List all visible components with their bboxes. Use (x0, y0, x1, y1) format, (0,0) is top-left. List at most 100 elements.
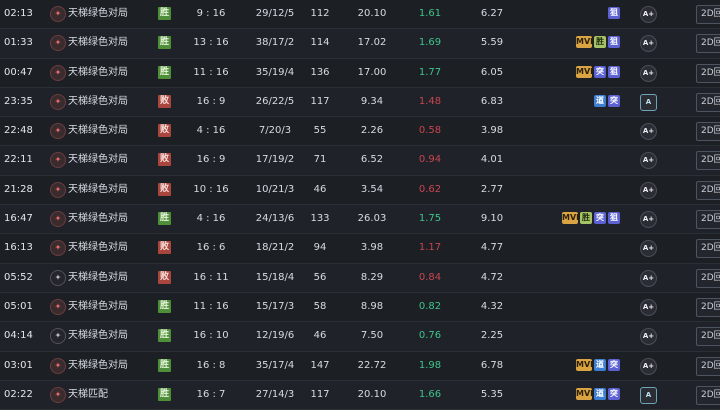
kda: 35/19/4 (255, 66, 295, 78)
2d-replay-button[interactable]: 2D回 (696, 34, 720, 54)
result-badge: 胜 (158, 299, 171, 313)
rws-value: 5.35 (480, 388, 504, 400)
match-score: 16 : 6 (196, 242, 226, 254)
rank-icon: A+ (640, 298, 657, 316)
achievement-badges (520, 117, 620, 145)
achievement-badges (520, 146, 620, 174)
kda: 24/13/6 (255, 213, 295, 225)
rating-value: 1.17 (418, 242, 442, 254)
badge-tu-icon: 突 (608, 387, 620, 400)
stat-value: 8.98 (360, 300, 384, 312)
match-row[interactable]: 21:28 ✦ 天梯绿色对局 败 10 : 16 10/21/3 46 3.54… (0, 175, 720, 206)
2d-replay-button[interactable]: 2D回 (696, 268, 720, 288)
badge-sheng-icon: 胜 (580, 212, 592, 225)
2d-replay-button[interactable]: 2D回 (696, 63, 720, 83)
mode-icon: ✦ (50, 6, 66, 22)
achievement-badges (520, 234, 620, 262)
2d-replay-button[interactable]: 2D回 (696, 356, 720, 376)
kda: 12/19/6 (255, 330, 295, 342)
rank-icon: A (640, 93, 657, 111)
match-row[interactable]: 05:52 ✦ 天梯绿色对局 败 16 : 11 15/18/4 56 8.29… (0, 263, 720, 293)
2d-replay-button[interactable]: 2D回 (696, 5, 720, 24)
result-badge: 胜 (158, 387, 171, 401)
match-score: 4 : 16 (196, 125, 226, 137)
result-badge: 胜 (158, 212, 171, 226)
mode-icon: ✦ (50, 357, 66, 374)
match-mode: 天梯绿色对局 (68, 359, 128, 371)
match-row[interactable]: 02:22 ✦ 天梯匹配 胜 16 : 7 27/14/3 117 20.10 … (0, 380, 720, 410)
match-score: 16 : 9 (196, 154, 226, 166)
2d-replay-button[interactable]: 2D回 (696, 327, 720, 347)
kda: 35/17/4 (255, 359, 295, 371)
match-time: 03:01 (4, 359, 33, 371)
match-mode: 天梯绿色对局 (68, 242, 128, 254)
mode-icon: ✦ (50, 386, 66, 403)
mode-icon: ✦ (50, 298, 66, 315)
damage-stat: 94 (313, 242, 327, 254)
damage-stat: 136 (310, 66, 330, 78)
achievement-badges: MVP道突 (520, 381, 620, 409)
match-row[interactable]: 00:47 ✦ 天梯绿色对局 胜 11 : 16 35/19/4 136 17.… (0, 58, 720, 88)
rank-icon: A+ (640, 328, 657, 346)
badge-sheng-icon: 胜 (594, 36, 606, 49)
match-row[interactable]: 03:01 ✦ 天梯绿色对局 胜 16 : 8 35/17/4 147 22.7… (0, 351, 720, 381)
match-row[interactable]: 22:11 ✦ 天梯绿色对局 败 16 : 9 17/19/2 71 6.52 … (0, 146, 720, 176)
result-badge: 胜 (158, 7, 171, 20)
badge-po-icon: 狙 (608, 36, 620, 49)
match-row[interactable]: 22:48 ✦ 天梯绿色对局 败 4 : 16 7/20/3 55 2.26 0… (0, 117, 720, 147)
mode-icon: ✦ (50, 35, 66, 52)
stat-value: 26.03 (357, 213, 387, 225)
rank-icon: A+ (640, 123, 657, 141)
match-mode: 天梯绿色对局 (68, 37, 128, 49)
badge-po-icon: 狙 (608, 212, 620, 225)
kda: 10/21/3 (255, 183, 295, 195)
mode-icon: ✦ (50, 64, 66, 81)
match-row[interactable]: 16:47 ✦ 天梯绿色对局 胜 4 : 16 24/13/6 133 26.0… (0, 205, 720, 235)
match-mode: 天梯绿色对局 (68, 154, 128, 166)
match-score: 16 : 10 (193, 330, 229, 342)
match-time: 22:11 (4, 154, 33, 166)
match-score: 9 : 16 (196, 8, 226, 19)
2d-replay-button[interactable]: 2D回 (696, 385, 720, 405)
result-badge: 败 (158, 241, 171, 255)
achievement-badges: MVP胜狙 (520, 29, 620, 57)
stat-value: 3.54 (360, 183, 384, 195)
match-time: 02:22 (4, 388, 33, 400)
mode-icon: ✦ (50, 328, 66, 345)
rank-icon: A+ (640, 240, 657, 258)
damage-stat: 46 (313, 183, 327, 195)
result-badge: 败 (158, 124, 171, 138)
match-time: 22:48 (4, 125, 33, 137)
2d-replay-button[interactable]: 2D回 (696, 151, 720, 171)
stat-value: 17.02 (357, 37, 387, 49)
2d-replay-button[interactable]: 2D回 (696, 180, 720, 200)
2d-replay-button[interactable]: 2D回 (696, 210, 720, 230)
rws-value: 2.77 (480, 183, 504, 195)
match-row[interactable]: 16:13 ✦ 天梯绿色对局 败 16 : 6 18/21/2 94 3.98 … (0, 234, 720, 264)
achievement-badges (520, 322, 620, 350)
2d-replay-button[interactable]: 2D回 (696, 239, 720, 259)
2d-replay-button[interactable]: 2D回 (696, 92, 720, 112)
rating-value: 0.94 (418, 154, 442, 166)
2d-replay-button[interactable]: 2D回 (696, 122, 720, 142)
achievement-badges (520, 293, 620, 321)
match-row[interactable]: 02:13 ✦ 天梯绿色对局 胜 9 : 16 29/12/5 112 20.1… (0, 0, 720, 30)
match-row[interactable]: 23:35 ✦ 天梯绿色对局 败 16 : 9 26/22/5 117 9.34… (0, 87, 720, 118)
rws-value: 4.77 (480, 242, 504, 254)
match-score: 16 : 9 (196, 95, 226, 107)
damage-stat: 133 (310, 213, 330, 225)
achievement-badges: MVP突狙 (520, 59, 620, 87)
match-mode: 天梯绿色对局 (68, 271, 128, 283)
kda: 15/17/3 (255, 300, 295, 312)
match-mode: 天梯绿色对局 (68, 183, 128, 195)
result-badge: 败 (158, 270, 171, 284)
rws-value: 4.72 (480, 271, 504, 283)
mode-icon: ✦ (50, 240, 66, 257)
badge-tu-icon: 突 (608, 358, 620, 371)
result-badge: 胜 (158, 358, 171, 372)
match-row[interactable]: 04:14 ✦ 天梯绿色对局 胜 16 : 10 12/19/6 46 7.50… (0, 322, 720, 352)
match-row[interactable]: 01:33 ✦ 天梯绿色对局 胜 13 : 16 38/17/2 114 17.… (0, 29, 720, 59)
match-mode: 天梯绿色对局 (68, 66, 128, 78)
match-row[interactable]: 05:01 ✦ 天梯绿色对局 胜 11 : 16 15/17/3 58 8.98… (0, 292, 720, 323)
2d-replay-button[interactable]: 2D回 (696, 297, 720, 317)
